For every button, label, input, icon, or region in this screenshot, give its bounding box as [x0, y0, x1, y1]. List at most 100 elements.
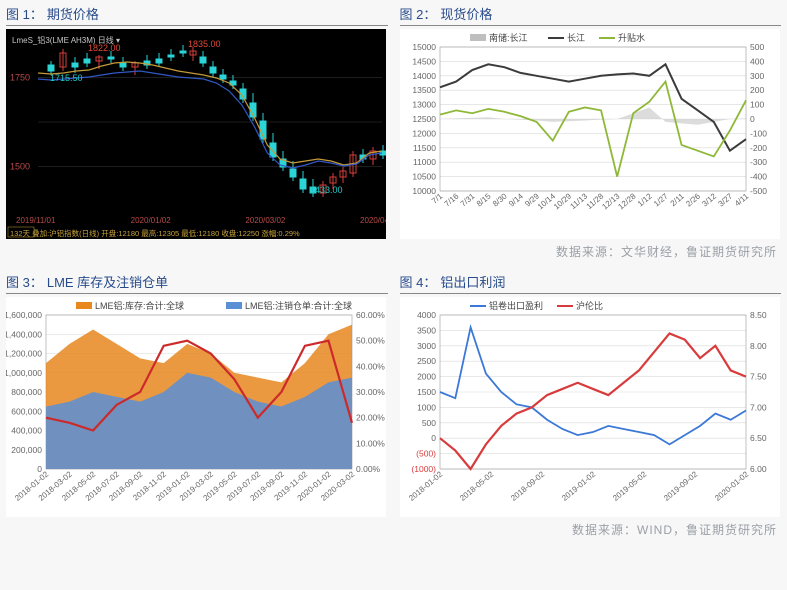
svg-text:6.50: 6.50	[750, 433, 767, 443]
svg-text:(500): (500)	[416, 449, 436, 459]
svg-text:2020/04/24: 2020/04/24	[360, 216, 386, 225]
chart3-title-prefix: 图 3：	[6, 272, 43, 291]
chart4-title-text: 铝出口利润	[440, 272, 505, 291]
chart2-title-prefix: 图 2：	[400, 4, 437, 23]
chart3-title: 图 3： LME 库存及注销仓单	[6, 272, 388, 294]
svg-text:-500: -500	[750, 186, 767, 196]
svg-text:200,000: 200,000	[11, 445, 42, 455]
svg-text:-100: -100	[750, 128, 767, 138]
svg-text:15000: 15000	[412, 42, 436, 52]
svg-text:50.00%: 50.00%	[356, 336, 385, 346]
chart3-box: 0200,000400,000600,000800,0001,000,0001,…	[6, 297, 388, 517]
svg-text:1433.00: 1433.00	[310, 185, 343, 195]
svg-text:1500: 1500	[10, 162, 30, 172]
row1-source: 数据来源：文华财经，鲁证期货研究所	[0, 239, 787, 268]
chart3-svg: 0200,000400,000600,000800,0001,000,0001,…	[6, 297, 386, 517]
svg-text:LME铝:库存:合计:全球: LME铝:库存:合计:全球	[95, 300, 184, 311]
svg-text:13000: 13000	[412, 100, 436, 110]
svg-text:7.50: 7.50	[750, 372, 767, 382]
chart2-svg: 10000 10500 11000 11500 12000 12500 13000 13500…	[400, 29, 780, 239]
row-2: 图 3： LME 库存及注销仓单 0 200,000 400,000 600,000 8…	[0, 268, 787, 517]
svg-text:13500: 13500	[412, 85, 436, 95]
svg-text:4000: 4000	[417, 310, 436, 320]
svg-text:6.00: 6.00	[750, 464, 767, 474]
svg-text:1835.00: 1835.00	[188, 39, 221, 49]
svg-text:600,000: 600,000	[11, 406, 42, 416]
svg-text:500: 500	[421, 418, 435, 428]
svg-text:-400: -400	[750, 172, 767, 182]
svg-text:132天 叠加:沪铝指数(日线) 开盘:12180 最高: 132天 叠加:沪铝指数(日线) 开盘:12180 最高:12305 最低:12…	[10, 228, 300, 238]
svg-text:铝卷出口盈利: 铝卷出口盈利	[489, 300, 543, 311]
svg-text:400,000: 400,000	[11, 426, 42, 436]
svg-text:0.00%: 0.00%	[356, 464, 381, 474]
svg-text:1,600,000: 1,600,000	[6, 310, 42, 320]
svg-text:800,000: 800,000	[11, 387, 42, 397]
svg-text:2020/03/02: 2020/03/02	[245, 216, 286, 225]
svg-text:升贴水: 升贴水	[618, 32, 645, 43]
svg-text:500: 500	[750, 42, 764, 52]
chart2-title-text: 现货价格	[440, 4, 492, 23]
svg-text:30.00%: 30.00%	[356, 387, 385, 397]
svg-text:3000: 3000	[417, 341, 436, 351]
svg-text:南储:长江: 南储:长江	[489, 32, 528, 43]
svg-text:200: 200	[750, 85, 764, 95]
svg-text:沪伦比: 沪伦比	[576, 300, 603, 311]
chart1-title-text: 期货价格	[47, 4, 99, 23]
svg-text:0: 0	[750, 114, 755, 124]
chart1-title: 图 1： 期货价格	[6, 4, 388, 26]
svg-text:10000: 10000	[412, 186, 436, 196]
svg-text:11000: 11000	[412, 157, 435, 167]
svg-text:1,200,000: 1,200,000	[6, 349, 42, 359]
chart2-box: 10000 10500 11000 11500 12000 12500 13000 13500…	[400, 29, 782, 239]
chart4-title: 图 4： 铝出口利润	[400, 272, 782, 294]
svg-text:1750: 1750	[10, 73, 30, 83]
panel-chart3: 图 3： LME 库存及注销仓单 0200,000400,000600,0008…	[0, 268, 394, 517]
svg-text:20.00%: 20.00%	[356, 413, 385, 423]
svg-text:1715.50: 1715.50	[50, 73, 83, 83]
chart4-svg: (1000) (500) 0 500 1000 1500 2000 2500 3000 3500 4…	[400, 297, 780, 517]
chart2-title: 图 2： 现货价格	[400, 4, 782, 26]
svg-text:1500: 1500	[417, 387, 436, 397]
svg-text:2000: 2000	[417, 372, 436, 382]
chart1-svg: LmeS_铝3(LME AH3M) 日线 ▾175015001822.00183…	[6, 29, 386, 239]
chart1-title-prefix: 图 1：	[6, 4, 43, 23]
chart4-title-prefix: 图 4：	[400, 272, 437, 291]
svg-text:12000: 12000	[412, 128, 436, 138]
svg-text:10.00%: 10.00%	[356, 438, 385, 448]
svg-text:14000: 14000	[412, 71, 436, 81]
chart4-box: (1000) (500) 0 500 1000 1500 2000 2500 3000 3500 4…	[400, 297, 782, 517]
svg-text:8.50: 8.50	[750, 310, 767, 320]
chart3-title-text: LME 库存及注销仓单	[47, 272, 168, 291]
row2-source: 数据来源：WIND，鲁证期货研究所	[0, 517, 787, 546]
svg-text:2500: 2500	[417, 356, 436, 366]
row-1: 图 1： 期货价格 LmeS_铝3(LME AH3M) 日线 ▾17501500…	[0, 0, 787, 239]
svg-text:14500: 14500	[412, 56, 436, 66]
svg-text:1822.00: 1822.00	[88, 43, 121, 53]
svg-text:100: 100	[750, 100, 764, 110]
svg-text:3500: 3500	[417, 325, 436, 335]
svg-text:60.00%: 60.00%	[356, 310, 385, 320]
svg-text:长江: 长江	[567, 32, 585, 43]
panel-chart4: 图 4： 铝出口利润 (1000) (500) 0 500 1000 1500 2000 25…	[394, 268, 787, 517]
svg-text:-200: -200	[750, 143, 767, 153]
chart1-box: LmeS_铝3(LME AH3M) 日线 ▾175015001822.00183…	[6, 29, 388, 239]
panel-chart1: 图 1： 期货价格 LmeS_铝3(LME AH3M) 日线 ▾17501500…	[0, 0, 394, 239]
svg-text:400: 400	[750, 56, 764, 66]
svg-text:11500: 11500	[412, 143, 435, 153]
svg-text:1,000,000: 1,000,000	[6, 368, 42, 378]
svg-text:0: 0	[431, 433, 436, 443]
svg-text:1,400,000: 1,400,000	[6, 329, 42, 339]
svg-text:1000: 1000	[417, 402, 436, 412]
svg-text:40.00%: 40.00%	[356, 361, 385, 371]
svg-text:(1000): (1000)	[411, 464, 436, 474]
svg-text:12500: 12500	[412, 114, 436, 124]
svg-text:2020/01/02: 2020/01/02	[131, 216, 172, 225]
panel-chart2: 图 2： 现货价格 10000 10500 11000 11500 12000 12500…	[394, 0, 787, 239]
svg-text:10500: 10500	[412, 172, 436, 182]
svg-text:-300: -300	[750, 157, 767, 167]
svg-text:8.00: 8.00	[750, 341, 767, 351]
svg-text:7.00: 7.00	[750, 402, 767, 412]
svg-text:300: 300	[750, 71, 764, 81]
svg-text:LME铝:注销仓单:合计:全球: LME铝:注销仓单:合计:全球	[245, 300, 352, 311]
svg-text:2019/11/01: 2019/11/01	[16, 216, 56, 225]
